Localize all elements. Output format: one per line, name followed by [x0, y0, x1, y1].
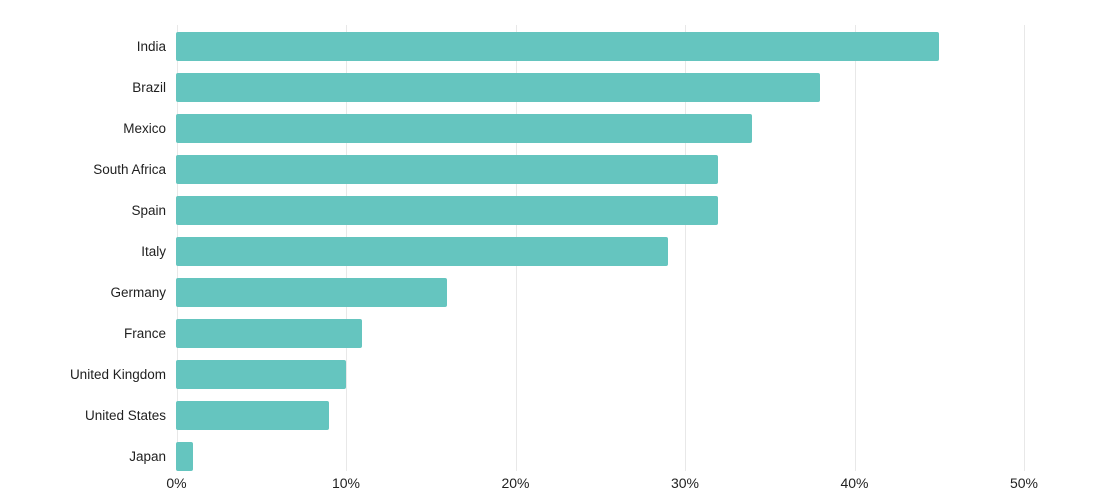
bar: [176, 31, 939, 61]
bar: [176, 154, 719, 184]
category-label: Mexico: [123, 120, 166, 136]
category-label: India: [136, 38, 166, 54]
bar-row: Italy: [0, 236, 1103, 266]
gridline: [685, 25, 686, 471]
bar-row: Japan: [0, 441, 1103, 471]
bar-row: France: [0, 318, 1103, 348]
bar-row: United Kingdom: [0, 359, 1103, 389]
bar-row: Spain: [0, 195, 1103, 225]
bar-row: Germany: [0, 277, 1103, 307]
bar: [176, 441, 193, 471]
category-label: United Kingdom: [69, 366, 166, 382]
bar: [176, 277, 448, 307]
category-label: Japan: [129, 448, 166, 464]
bar: [176, 318, 363, 348]
bar-row: Brazil: [0, 72, 1103, 102]
category-label: United States: [84, 407, 166, 423]
bar: [176, 359, 346, 389]
x-tick-label: 30%: [670, 475, 700, 491]
bar: [176, 195, 719, 225]
gridline: [1024, 25, 1025, 471]
category-label: Spain: [131, 202, 166, 218]
gridline: [854, 25, 856, 471]
bar-row: United States: [0, 400, 1103, 430]
category-label: Germany: [110, 284, 166, 300]
x-tick-label: 20%: [501, 475, 530, 491]
bar: [176, 400, 329, 430]
category-label: Brazil: [132, 79, 166, 95]
x-tick-label: 50%: [1009, 475, 1039, 491]
bar: [176, 113, 753, 143]
bar: [176, 236, 668, 266]
bar-row: India: [0, 31, 1103, 61]
x-tick-label: 10%: [331, 475, 361, 491]
x-tick-label: 0%: [166, 475, 187, 491]
category-label: France: [123, 325, 166, 341]
bar-row: Mexico: [0, 113, 1103, 143]
x-tick-label: 40%: [840, 475, 869, 491]
bar-row: South Africa: [0, 154, 1103, 184]
bar: [176, 72, 821, 102]
category-label: Italy: [141, 243, 166, 259]
category-label: South Africa: [93, 161, 166, 177]
